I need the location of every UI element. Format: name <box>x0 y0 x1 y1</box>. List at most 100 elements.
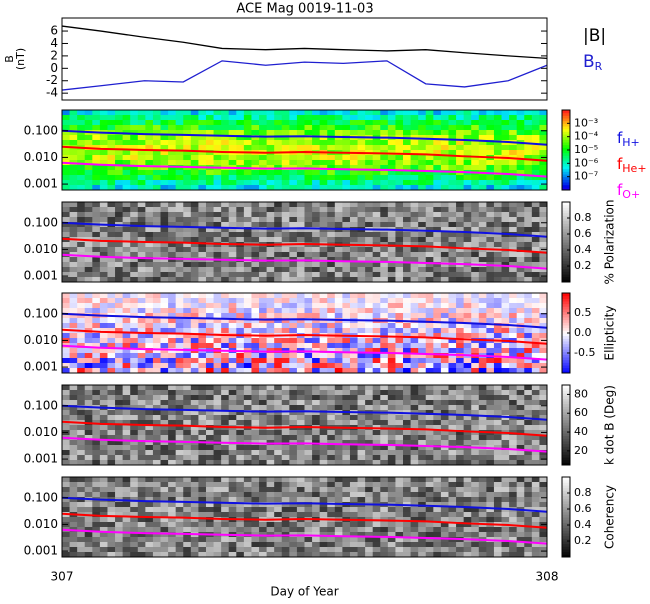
spectrogram-cell <box>229 415 237 421</box>
spectrogram-cell <box>380 267 388 273</box>
spectrogram-cell <box>244 207 252 213</box>
spectrogram-cell <box>123 110 131 116</box>
spectrogram-cell <box>509 328 517 334</box>
spectrogram-cell <box>138 202 146 208</box>
spectrogram-cell <box>198 247 206 253</box>
spectrogram-cell <box>327 455 335 461</box>
spectrogram-cell <box>464 308 472 314</box>
spectrogram-cell <box>305 232 313 238</box>
spectrogram-cell <box>395 237 403 243</box>
spectrogram-cell <box>115 125 123 131</box>
spectrogram-cell <box>320 175 328 181</box>
spectrogram-cell <box>251 395 259 401</box>
spectrogram-cell <box>411 313 419 319</box>
spectrogram-cell <box>517 318 525 324</box>
spectrogram-cell <box>251 512 259 518</box>
spectrogram-cell <box>350 180 358 186</box>
spectrogram-cell <box>130 170 138 176</box>
spectrogram-cell <box>509 125 517 131</box>
spectrogram-cell <box>115 487 123 493</box>
spectrogram-cell <box>471 390 479 396</box>
spectrogram-cell <box>486 257 494 263</box>
spectrogram-cell <box>532 353 540 359</box>
spectrogram-cell <box>433 267 441 273</box>
spectrogram-cell <box>524 517 532 523</box>
spectrogram-cell <box>168 400 176 406</box>
spectrogram-cell <box>358 487 366 493</box>
spectrogram-cell <box>380 405 388 411</box>
spectrogram-cell <box>312 115 320 121</box>
spectrogram-cell <box>183 115 191 121</box>
spectrogram-cell <box>153 343 161 349</box>
spectrogram-cell <box>274 400 282 406</box>
spectrogram-cell <box>70 217 78 223</box>
spectrogram-cell <box>297 405 305 411</box>
spectrogram-cell <box>502 212 510 218</box>
spectrogram-cell <box>85 333 93 339</box>
spectrogram-cell <box>115 175 123 181</box>
spectrogram-cell <box>320 477 328 483</box>
spectrogram-cell <box>267 363 275 369</box>
spectrogram-cell <box>115 227 123 233</box>
spectrogram-cell <box>335 180 343 186</box>
spectrogram-cell <box>206 272 214 278</box>
spectrogram-cell <box>259 323 267 329</box>
spectrogram-cell <box>77 385 85 391</box>
spectrogram-cell <box>259 252 267 258</box>
spectrogram-cell <box>251 267 259 273</box>
spectrogram-cell <box>411 145 419 151</box>
spectrogram-cell <box>138 262 146 268</box>
spectrogram-cell <box>502 135 510 141</box>
spectrogram-cell <box>123 140 131 146</box>
spectrogram-cell <box>486 512 494 518</box>
spectrogram-cell <box>358 482 366 488</box>
spectrogram-cell <box>176 217 184 223</box>
spectrogram-cell <box>191 512 199 518</box>
spectrogram-cell <box>373 487 381 493</box>
spectrogram-cell <box>509 405 517 411</box>
spectrogram-cell <box>267 202 275 208</box>
spectrogram-cell <box>395 512 403 518</box>
spectrogram-cell <box>464 440 472 446</box>
spectrogram-cell <box>418 492 426 498</box>
spectrogram-cell <box>282 395 290 401</box>
spectrogram-cell <box>107 110 115 116</box>
spectrogram-cell <box>380 477 388 483</box>
spectrogram-cell <box>350 130 358 136</box>
spectrogram-cell <box>471 482 479 488</box>
spectrogram-cell <box>350 343 358 349</box>
spectrogram-cell <box>426 313 434 319</box>
spectrogram-cell <box>221 522 229 528</box>
spectrogram-cell <box>206 202 214 208</box>
spectrogram-cell <box>145 455 153 461</box>
spectrogram-cell <box>130 487 138 493</box>
spectrogram-cell <box>411 450 419 456</box>
spectrogram-cell <box>267 293 275 299</box>
spectrogram-cell <box>388 492 396 498</box>
spectrogram-cell <box>77 348 85 354</box>
spectrogram-cell <box>479 477 487 483</box>
spectrogram-cell <box>380 507 388 513</box>
spectrogram-cell <box>517 420 525 426</box>
spectrogram-cell <box>441 487 449 493</box>
spectrogram-cell <box>130 227 138 233</box>
spectrogram-cell <box>130 482 138 488</box>
spectrogram-cell <box>206 262 214 268</box>
spectrogram-cell <box>502 517 510 523</box>
spectrogram-cell <box>388 202 396 208</box>
spectrogram-cell <box>130 338 138 344</box>
spectrogram-cell <box>358 308 366 314</box>
spectrogram-cell <box>221 338 229 344</box>
spectrogram-cell <box>77 390 85 396</box>
spectrogram-cell <box>85 517 93 523</box>
spectrogram-cell <box>282 450 290 456</box>
spectrogram-cell <box>176 363 184 369</box>
spectrogram-cell <box>471 237 479 243</box>
spectrogram-cell <box>267 207 275 213</box>
spectrogram-cell <box>426 252 434 258</box>
spectrogram-cell <box>365 477 373 483</box>
spectrogram-cell <box>502 333 510 339</box>
spectrogram-cell <box>274 482 282 488</box>
spectrogram-cell <box>539 385 547 391</box>
